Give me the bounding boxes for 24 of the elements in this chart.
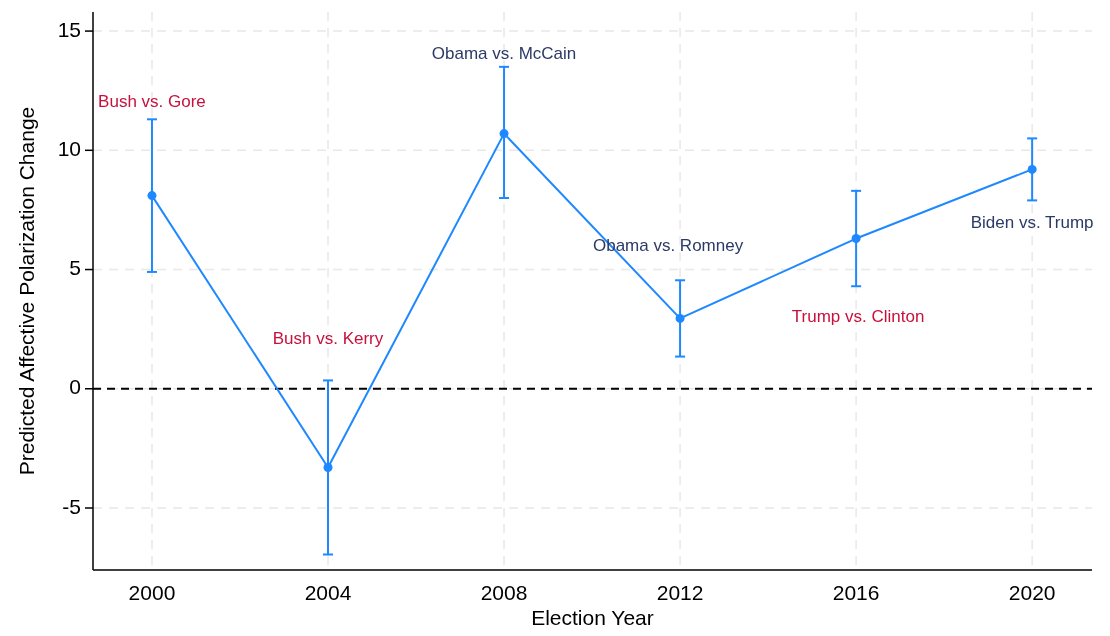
x-tick-label: 2004 — [304, 581, 352, 604]
y-tick-label: -5 — [62, 494, 81, 518]
point — [851, 234, 861, 244]
annotation: Obama vs. McCain — [431, 44, 577, 64]
y-tick-label: 10 — [57, 136, 81, 160]
y-tick-label: 15 — [57, 17, 81, 41]
x-tick-label: 2000 — [128, 581, 176, 604]
x-tick-label: 2020 — [1008, 581, 1056, 604]
annotation: Biden vs. Trump — [970, 212, 1094, 232]
annotation: Bush vs. Kerry — [272, 328, 384, 348]
point — [675, 313, 685, 323]
annotation: Trump vs. Clinton — [791, 307, 925, 327]
y-axis-title: Predicted Affective Polarization Change — [15, 106, 38, 476]
y-tick-label: 0 — [69, 375, 81, 399]
point — [323, 462, 333, 472]
x-tick-label: 2008 — [480, 581, 528, 604]
point — [1027, 164, 1037, 174]
y-tick-label: 5 — [69, 256, 81, 280]
annotation: Bush vs. Gore — [98, 92, 206, 112]
x-axis-title: Election Year — [531, 606, 654, 629]
point — [499, 129, 509, 139]
point — [147, 191, 157, 201]
x-tick-label: 2016 — [832, 581, 880, 604]
x-tick-label: 2012 — [656, 581, 704, 604]
